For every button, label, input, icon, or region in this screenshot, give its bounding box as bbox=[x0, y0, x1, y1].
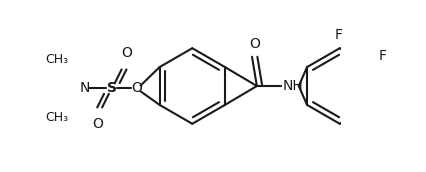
Text: F: F bbox=[379, 49, 386, 63]
Text: NH: NH bbox=[282, 79, 303, 93]
Text: CH₃: CH₃ bbox=[45, 111, 68, 124]
Text: F: F bbox=[334, 28, 343, 42]
Text: O: O bbox=[249, 37, 260, 51]
Text: O: O bbox=[121, 46, 132, 60]
Text: O: O bbox=[92, 117, 103, 131]
Text: S: S bbox=[107, 81, 117, 95]
Text: O: O bbox=[131, 81, 142, 95]
Text: CH₃: CH₃ bbox=[45, 53, 68, 66]
Text: N: N bbox=[80, 81, 90, 95]
